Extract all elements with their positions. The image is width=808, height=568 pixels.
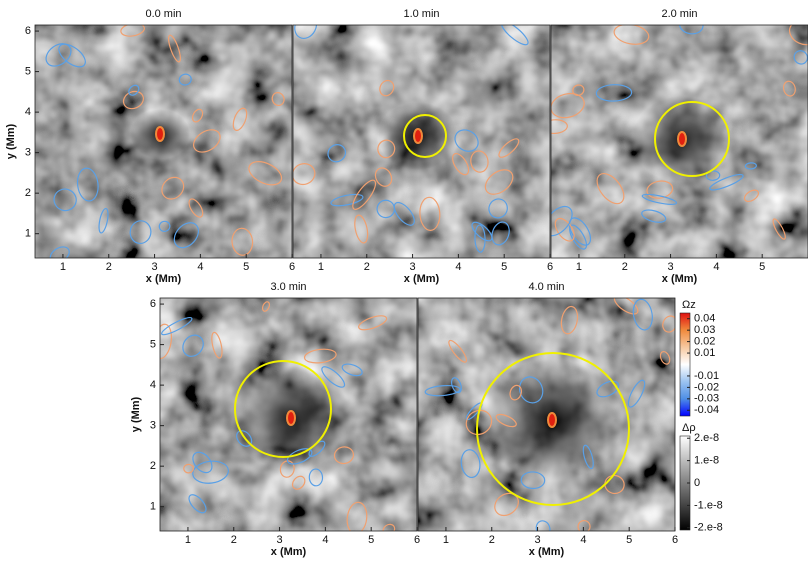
x-tick-label: 1 bbox=[60, 261, 66, 273]
figure: 0.0 min123456123456x (Mm)y (Mm)1.0 min12… bbox=[0, 0, 808, 563]
y-tick-label: 2 bbox=[25, 187, 31, 199]
colorbar-tick-label: -0.03 bbox=[694, 393, 719, 405]
colorbar-tick-label: 0.04 bbox=[694, 313, 715, 325]
vortex-core bbox=[287, 411, 295, 425]
x-tick-label: 3 bbox=[535, 534, 541, 546]
colorbar-label: Ωz bbox=[682, 299, 696, 311]
x-tick-label: 5 bbox=[501, 261, 507, 273]
colorbar: Δρ2.e-81.e-80-1.e-8-2.e-8 bbox=[680, 422, 723, 534]
panel: 2.0 min 1 2 3 4 5 x (Mm) bbox=[539, 8, 808, 285]
colorbar-tick-label: 1.e-8 bbox=[694, 455, 719, 467]
x-axis-label: x (Mm) bbox=[404, 273, 440, 285]
x-tick-label: 2 bbox=[106, 261, 112, 273]
panel-image bbox=[35, 22, 292, 266]
x-tick-label: 3 bbox=[410, 261, 416, 273]
colorbar-tick-label: 0.01 bbox=[694, 347, 715, 359]
x-tick-label: 6 bbox=[289, 261, 295, 273]
x-tick-label: 1 bbox=[443, 534, 449, 546]
colorbar-tick-label: 2.e-8 bbox=[694, 432, 719, 444]
y-tick-label: 1 bbox=[25, 228, 31, 240]
panel-title: 1.0 min bbox=[403, 8, 439, 20]
y-tick-label: 5 bbox=[25, 66, 31, 78]
x-tick-label: 2 bbox=[364, 261, 370, 273]
panel-image bbox=[151, 298, 417, 537]
panel-title: 0.0 min bbox=[145, 8, 181, 20]
vortex-core bbox=[678, 132, 686, 146]
colorbar-tick-label: 0 bbox=[694, 477, 700, 489]
colorbar-tick-label: -1.e-8 bbox=[694, 499, 723, 511]
y-tick-label: 3 bbox=[150, 420, 156, 432]
panel: 0.0 min 1 2 3 4 5 6 1 2 3 4 5 6 x (Mm) y (Mm) bbox=[5, 8, 295, 285]
x-tick-label: 4 bbox=[322, 534, 328, 546]
panel: 4.0 min 1 2 3 4 5 6 x (Mm) bbox=[418, 281, 679, 558]
vortex-core bbox=[156, 127, 164, 141]
panel-image bbox=[289, 10, 550, 258]
vortex-core bbox=[414, 129, 422, 143]
y-axis-label: y (Mm) bbox=[5, 123, 17, 159]
x-tick-label: 3 bbox=[668, 261, 674, 273]
x-tick-label: 2 bbox=[622, 261, 628, 273]
x-axis-label: x (Mm) bbox=[271, 546, 307, 558]
colorbar-tick-label: 0.03 bbox=[694, 324, 715, 336]
y-axis-label: y (Mm) bbox=[130, 396, 142, 432]
x-axis-label: x (Mm) bbox=[529, 546, 565, 558]
colorbar-scale bbox=[680, 313, 690, 416]
panel-title: 3.0 min bbox=[270, 281, 306, 293]
panel: 1.0 min 1 2 3 4 5 6 x (Mm) bbox=[289, 8, 553, 285]
panel-title: 2.0 min bbox=[661, 8, 697, 20]
x-tick-label: 1 bbox=[185, 534, 191, 546]
x-tick-label: 6 bbox=[547, 261, 553, 273]
x-tick-label: 3 bbox=[152, 261, 158, 273]
colorbar-tick-label: -0.01 bbox=[694, 370, 719, 382]
y-tick-label: 1 bbox=[150, 501, 156, 513]
x-tick-label: 4 bbox=[197, 261, 203, 273]
x-tick-label: 5 bbox=[368, 534, 374, 546]
y-tick-label: 4 bbox=[150, 379, 156, 391]
y-tick-label: 2 bbox=[150, 460, 156, 472]
x-tick-label: 1 bbox=[318, 261, 324, 273]
colorbar-tick-label: -0.04 bbox=[694, 404, 719, 416]
x-tick-label: 5 bbox=[243, 261, 249, 273]
colorbar-tick-label: -2.e-8 bbox=[694, 522, 723, 534]
panel-image bbox=[539, 15, 808, 258]
colorbar: Ωz 0.040.030.020.01 -0.01-0.02-0.03-0.04 bbox=[680, 299, 719, 416]
colorbar-tick-label: -0.02 bbox=[694, 381, 719, 393]
x-tick-label: 5 bbox=[626, 534, 632, 546]
x-tick-label: 6 bbox=[414, 534, 420, 546]
y-tick-label: 6 bbox=[25, 25, 31, 37]
vortex-core bbox=[548, 413, 556, 427]
x-tick-label: 4 bbox=[455, 261, 461, 273]
panel-title: 4.0 min bbox=[528, 281, 564, 293]
x-tick-label: 4 bbox=[580, 534, 586, 546]
x-axis-label: x (Mm) bbox=[146, 273, 182, 285]
x-tick-label: 1 bbox=[576, 261, 582, 273]
x-tick-label: 3 bbox=[277, 534, 283, 546]
x-tick-label: 2 bbox=[489, 534, 495, 546]
y-tick-label: 4 bbox=[25, 106, 31, 118]
y-tick-label: 5 bbox=[150, 339, 156, 351]
y-tick-label: 3 bbox=[25, 147, 31, 159]
x-tick-label: 5 bbox=[759, 261, 765, 273]
panel-image bbox=[418, 292, 679, 538]
panel: 3.0 min 1 2 3 4 5 6 1 2 3 4 5 6 x (Mm) y (Mm) bbox=[130, 281, 420, 558]
x-tick-label: 2 bbox=[231, 534, 237, 546]
colorbar-tick-label: 0.02 bbox=[694, 336, 715, 348]
y-tick-label: 6 bbox=[150, 298, 156, 310]
x-tick-label: 6 bbox=[672, 534, 678, 546]
x-tick-label: 4 bbox=[713, 261, 719, 273]
x-axis-label: x (Mm) bbox=[662, 273, 698, 285]
